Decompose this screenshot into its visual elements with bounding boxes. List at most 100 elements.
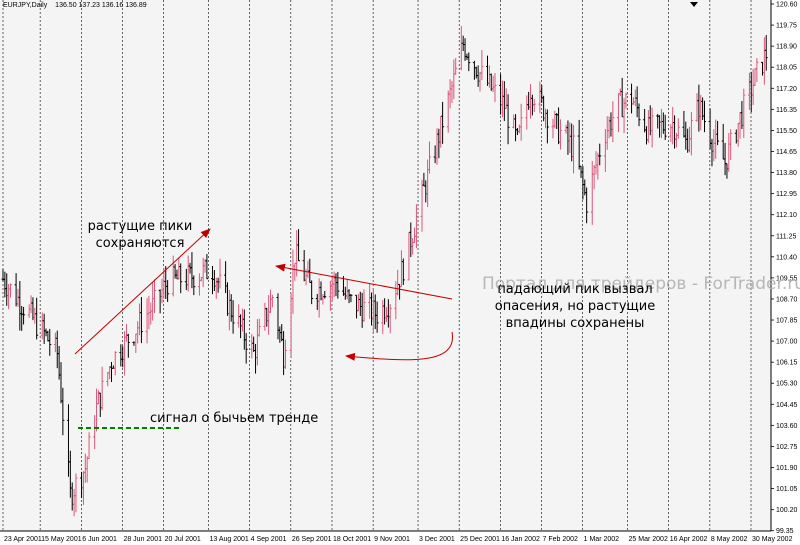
plot-area	[0, 0, 771, 531]
annotation-rising-peaks-line2: сохраняются	[95, 236, 185, 251]
y-tick-label: 115.50	[776, 128, 797, 135]
ohlc-bar	[310, 280, 314, 305]
ohlc-bar	[22, 306, 26, 325]
ohlc-bar	[270, 294, 274, 308]
y-tick-label: 109.55	[776, 275, 798, 282]
ohlc-bar	[558, 119, 562, 150]
x-tick-label: 30 May 2002	[752, 536, 793, 543]
ohlc-bar	[349, 294, 353, 303]
ohlc-bar	[480, 50, 484, 81]
y-tick-label: 104.45	[776, 402, 798, 409]
x-tick-label: 8 May 2002	[711, 536, 748, 543]
x-tick-label: 25 Mar 2002	[629, 536, 668, 543]
ohlc-bar	[74, 473, 78, 513]
x-tick-label: 7 Feb 2002	[542, 536, 578, 543]
ohlc-bar	[624, 92, 628, 109]
annotation-rising-peaks-line1: растущие пики	[87, 219, 193, 234]
ohlc-bar	[244, 333, 248, 364]
y-tick-label: 116.35	[776, 107, 797, 114]
y-tick-label: 117.20	[776, 86, 797, 93]
ohlc-bar	[742, 88, 746, 138]
y-tick-label: 111.25	[776, 233, 796, 240]
symbol-label: EURJPY,Daily	[3, 2, 48, 9]
y-tick-label: 107.00	[776, 339, 798, 346]
ohlc-bar	[8, 283, 12, 298]
x-tick-label: 9 Nov 2001	[374, 536, 410, 543]
annotation-falling-peak-line1: падающий пик вызвал	[497, 282, 653, 297]
ohlc-bar	[375, 301, 379, 333]
ohlc-bar	[650, 107, 654, 148]
x-tick-label: 3 Dec 2001	[419, 536, 455, 543]
x-tick-label: 16 Jan 2002	[501, 536, 540, 543]
ohlc-bar	[414, 204, 418, 249]
ohlc-bar	[716, 120, 720, 146]
y-tick-label: 120.60	[776, 2, 798, 9]
ohlc-bar	[493, 72, 497, 103]
chart-header: EURJPY,Daily 136.50 137.23 136.16 136.89	[3, 2, 147, 9]
y-tick-label: 101.90	[776, 465, 798, 472]
ohlc-bar	[467, 52, 471, 72]
y-tick-label: 114.65	[776, 149, 797, 156]
ohlc-bar	[585, 187, 589, 224]
ohlc-bar	[729, 129, 733, 160]
y-tick-label: 108.70	[776, 296, 798, 303]
y-tick-label: 106.15	[776, 360, 798, 367]
watermark: Портал для трейдеров - ForTrader.ru	[482, 274, 800, 294]
y-tick-label: 112.10	[776, 212, 797, 219]
chart-shift-marker	[690, 2, 698, 7]
y-tick-label: 118.90	[776, 44, 797, 51]
ohlc-bar	[532, 98, 536, 113]
ohlc-bar	[297, 229, 301, 262]
x-tick-label: 6 Jun 2001	[82, 536, 117, 543]
y-tick-label: 110.40	[776, 254, 797, 261]
arrow-rising-troughs	[345, 331, 453, 361]
ohlc-bar	[192, 275, 196, 296]
ohlc-bar	[362, 289, 366, 322]
x-tick-label: 28 Jun 2001	[123, 536, 162, 543]
ohlc-bar	[336, 271, 340, 299]
y-tick-label: 118.05	[776, 65, 797, 72]
x-tick-label: 23 Apr 2001	[4, 536, 42, 543]
x-tick-label: 20 Jul 2001	[165, 536, 201, 543]
arrow-falling-peak	[275, 263, 453, 300]
y-tick-label: 113.80	[776, 170, 797, 177]
annotation-falling-peak: падающий пик вызвал опасения, но растущи…	[490, 281, 660, 332]
x-tick-label: 15 May 2001	[41, 536, 82, 543]
ohlc-values: 136.50 137.23 136.16 136.89	[55, 2, 147, 9]
ohlc-bar	[401, 258, 405, 285]
ohlc-bar	[598, 143, 602, 166]
x-tick-label: 16 Apr 2002	[670, 536, 708, 543]
x-tick-label: 4 Sep 2001	[251, 536, 287, 543]
ohlc-bar	[689, 111, 693, 156]
ohlc-bar	[323, 290, 327, 299]
ohlc-bar	[179, 263, 183, 294]
ohlc-bar	[428, 141, 432, 174]
ohlc-bar	[611, 101, 615, 143]
ohlc-bar	[87, 432, 91, 459]
ohlc-bar	[205, 254, 209, 280]
ohlc-bar	[441, 101, 445, 144]
ohlc-bar	[676, 118, 680, 139]
y-tick-label: 102.75	[776, 444, 798, 451]
ohlc-bar	[231, 300, 235, 334]
x-tick-label: 25 Dec 2001	[460, 536, 500, 543]
ohlc-bar	[126, 333, 130, 358]
x-tick-label: 18 Oct 2001	[333, 536, 371, 543]
ohlc-bar	[100, 366, 104, 411]
ohlc-bar	[257, 318, 261, 337]
ohlc-bar	[506, 94, 510, 145]
x-tick-label: 13 Aug 2001	[210, 536, 249, 543]
y-tick-label: 101.05	[776, 486, 798, 493]
y-tick-label: 105.30	[776, 381, 798, 388]
arrow-rising-peaks	[74, 228, 211, 355]
ohlc-bar	[283, 339, 287, 369]
y-tick-label: 100.20	[776, 507, 798, 514]
annotation-falling-peak-line3: впадины сохранены	[505, 316, 645, 331]
ohlc-bar	[519, 103, 523, 141]
ohlc-bar	[764, 35, 768, 71]
y-tick-label: 112.95	[776, 191, 797, 198]
y-tick-label: 119.75	[776, 23, 797, 30]
ohlc-bar	[637, 103, 641, 127]
